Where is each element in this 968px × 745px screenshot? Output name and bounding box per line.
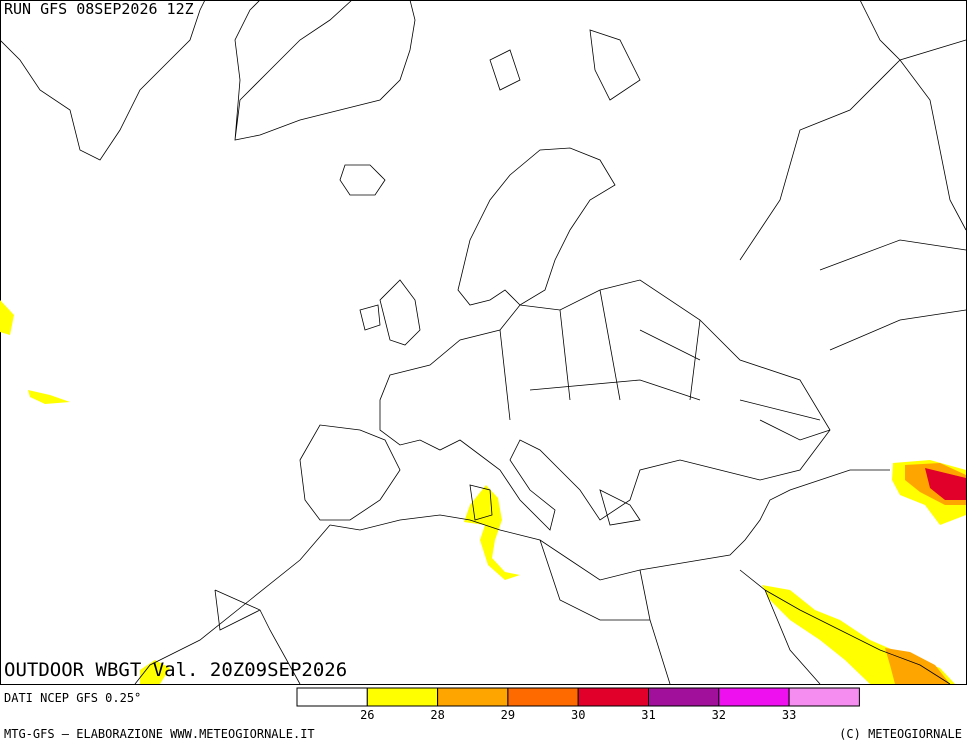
run-label: RUN GFS 08SEP2026 12Z <box>4 0 194 18</box>
colorbar-tick-label: 28 <box>430 708 444 722</box>
colorbar-tick-label: 26 <box>360 708 374 722</box>
colorbar-box <box>507 687 579 707</box>
shading <box>0 300 966 684</box>
colorbar: 26 28 29 30 31 32 33 <box>296 687 860 722</box>
shade-red <box>925 468 966 500</box>
colorbar-box <box>437 687 509 707</box>
colorbar-box <box>366 687 439 707</box>
map-title: OUTDOOR WBGT Val. 20Z09SEP2026 <box>4 659 347 681</box>
shade-yellow <box>464 485 520 580</box>
map-frame <box>0 0 967 685</box>
map <box>0 0 967 685</box>
colorbar-box <box>577 687 650 707</box>
colorbar-box <box>296 687 368 707</box>
coastlines <box>0 0 967 685</box>
shade-orange <box>885 648 950 684</box>
colorbar-box <box>648 687 720 707</box>
shade-yellow <box>28 390 70 404</box>
footer-right: (C) METEOGIORNALE <box>839 727 962 741</box>
colorbar-tick-label: 30 <box>571 708 585 722</box>
footer-left: MTG-GFS — ELABORAZIONE WWW.METEOGIORNALE… <box>4 727 315 741</box>
colorbar-tick-label: 29 <box>501 708 515 722</box>
shade-yellow <box>140 660 170 684</box>
source-label: DATI NCEP GFS 0.25° <box>4 691 141 705</box>
colorbar-box <box>718 687 790 707</box>
colorbar-tick-label: 31 <box>641 708 655 722</box>
shade-yellow <box>0 300 14 335</box>
colorbar-box <box>788 687 860 707</box>
colorbar-tick-label: 32 <box>712 708 726 722</box>
colorbar-tick-label: 33 <box>782 708 796 722</box>
